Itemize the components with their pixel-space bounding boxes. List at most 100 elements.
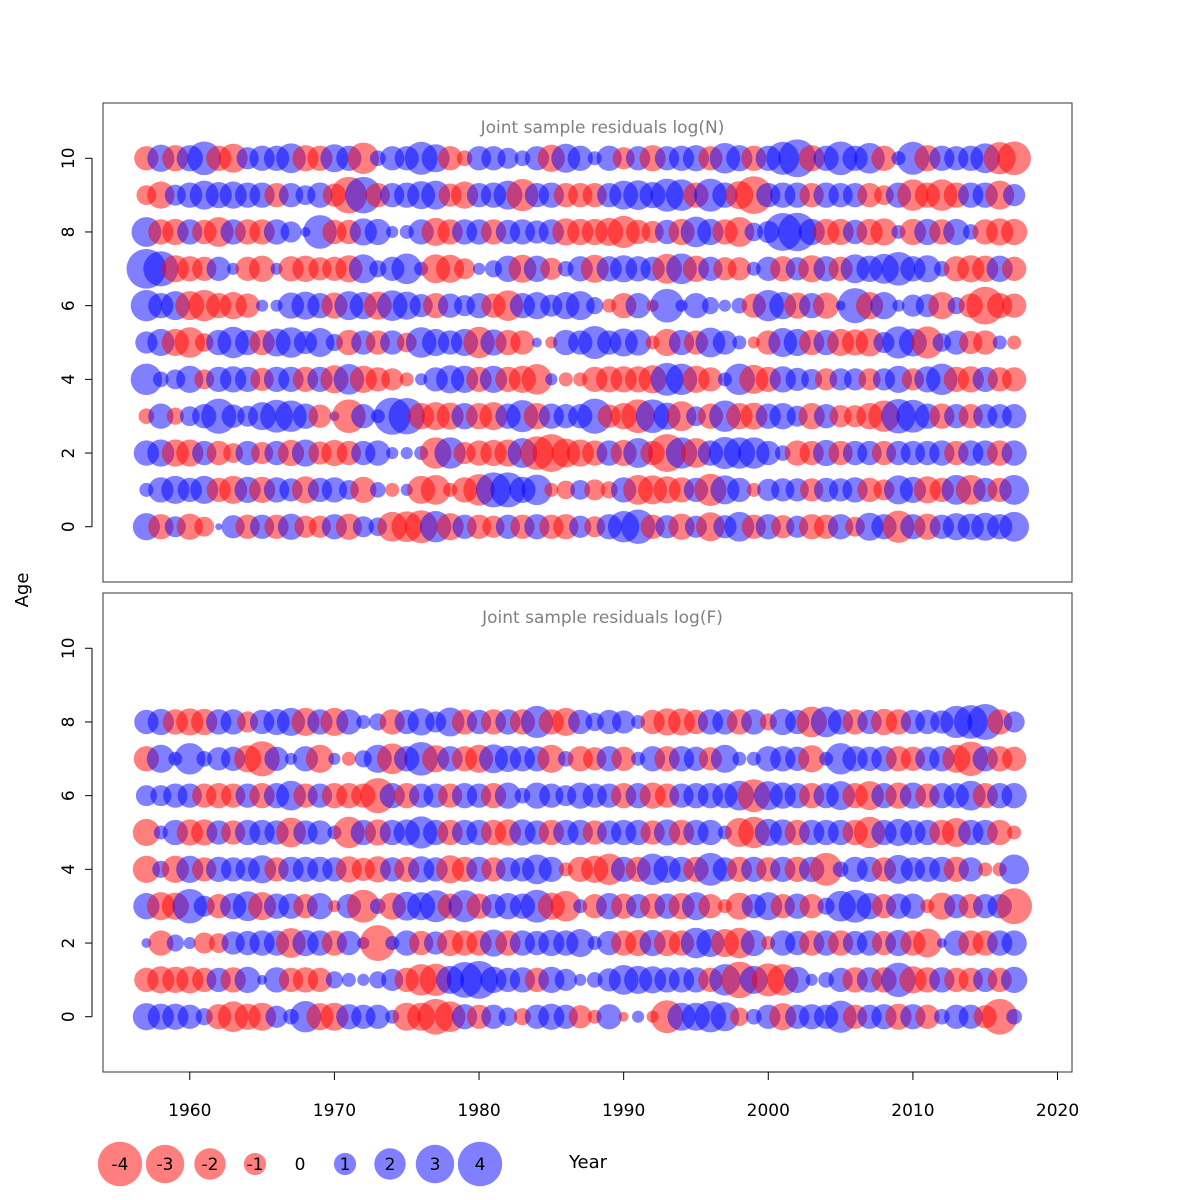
bubble-log-f-age0-1966	[265, 1005, 288, 1028]
legend-label-8: 4	[475, 1155, 486, 1175]
bubble-log-n-age0-1960	[176, 513, 203, 540]
bubble-log-n-age7-1979	[454, 258, 476, 280]
bubble-log-f-age8-1999	[741, 709, 767, 735]
bubble-log-n-age4-1996	[698, 367, 723, 392]
y-tick-label-log-n-4: 4	[59, 374, 79, 385]
bubble-log-f-age4-1985	[538, 856, 565, 883]
bubble-log-f-age0-1960	[177, 1004, 202, 1029]
legend-label-4: 0	[295, 1155, 306, 1175]
bubble-log-f-age3-1986	[550, 890, 582, 922]
bubble-log-f-age2-1960	[183, 936, 196, 950]
bubble-log-f-age1-2002	[784, 966, 811, 994]
legend: -4 -3 -2 -1 0 1 2 3 4	[97, 1141, 503, 1187]
bubble-log-f-age7-1970	[328, 752, 341, 765]
bubble-log-f-age1-1987	[574, 973, 587, 986]
bubble-log-n-age10-2008	[871, 145, 897, 171]
bubble-log-f-age7-1958	[146, 744, 175, 773]
bubble-log-n-age8-1974	[386, 225, 399, 239]
x-axis: 1960 1970 1980 1990 2000 2010 2020	[168, 1071, 1079, 1121]
panel-title-log-n: Joint sample residuals log(N)	[480, 118, 725, 138]
bubble-log-f-age7-1966	[264, 746, 289, 771]
bubble-log-n-age6-1996	[701, 297, 720, 315]
bubble-log-n-age6-1965	[256, 299, 269, 312]
legend-label-3: -1	[247, 1155, 264, 1175]
bubble-log-f-age7-2017	[1001, 746, 1027, 771]
bubble-log-n-age7-1962	[206, 256, 231, 281]
y-axis-title: Age	[12, 573, 33, 608]
bubble-log-f-age4-2004	[809, 852, 843, 886]
bubble-log-n-age3-1994	[666, 401, 697, 432]
bubble-log-f-age4-1957	[132, 855, 160, 883]
legend-label-2: -2	[202, 1155, 219, 1175]
bubble-log-f-age0-1973	[365, 1004, 390, 1029]
bubble-log-n-age6-2008	[870, 292, 898, 320]
bubble-log-n-age1-1977	[420, 474, 451, 505]
bubble-log-f-age2-1959	[166, 934, 184, 952]
bubble-log-f-age2-1987	[566, 929, 595, 958]
bubble-log-n-age1-1972	[350, 476, 377, 504]
bubble-log-n-age4-1957	[130, 363, 163, 396]
bubble-log-n-age4-1974	[381, 368, 404, 391]
bubble-log-n-age3-1958	[148, 403, 174, 429]
bubble-log-n-age6-1988	[586, 297, 604, 315]
bubble-log-n-age0-1972	[352, 516, 374, 538]
legend-label-1: -3	[157, 1155, 174, 1175]
bubble-log-f-age0-1989	[596, 1004, 622, 1030]
bubble-log-f-age5-2016	[987, 819, 1013, 846]
bubble-log-n-age2-1962	[206, 440, 231, 466]
bubble-log-f-age7-1985	[537, 744, 566, 773]
bubble-log-f-age7-1998	[732, 751, 747, 766]
bubble-log-f-age8-1990	[612, 710, 636, 734]
x-tick-label-1960: 1960	[168, 1101, 211, 1121]
bubble-log-f-age1-1971	[341, 972, 356, 987]
bubble-log-f-age0-2011	[915, 1004, 940, 1029]
bubble-log-n-age1-1986	[556, 480, 576, 500]
bubble-log-f-age0-1991	[632, 1010, 645, 1023]
y-tick-label-log-n-0: 0	[59, 521, 79, 532]
bubble-log-n-age6-1993	[650, 288, 684, 323]
bubble-log-n-age6-2012	[928, 292, 956, 320]
bubble-log-n-age5-1984	[531, 337, 542, 348]
bubble-log-n-age3-2017	[1001, 404, 1027, 429]
panel-log-n: Joint sample residuals log(N) 0 2 4 6 8 10	[59, 102, 1073, 583]
legend-bubble-2	[194, 1148, 226, 1180]
bubble-log-n-age1-1985	[544, 482, 559, 497]
bubble-log-n-age9-1967	[278, 182, 304, 208]
bubble-log-f-age7-1997	[710, 744, 739, 773]
y-tick-label-log-n-10: 10	[59, 147, 79, 169]
bubble-log-n-age0-2005	[827, 514, 854, 540]
legend-bubble-6	[374, 1148, 406, 1180]
bubble-log-f-age1-1964	[234, 966, 261, 994]
bubble-log-f-age2-2017	[1001, 930, 1027, 956]
bubble-log-f-age1-1970	[325, 971, 343, 989]
bubble-log-n-age10-1982	[497, 147, 519, 169]
y-tick-label-log-f-2: 2	[59, 938, 79, 949]
bubble-log-n-age8-2013	[943, 218, 970, 246]
bubble-log-n-age8-1973	[364, 218, 391, 246]
bubble-log-n-age2-2017	[1001, 440, 1027, 466]
bubble-log-n-age7-2011	[913, 255, 941, 283]
legend-label-0: -4	[112, 1155, 129, 1175]
y-tick-label-log-f-10: 10	[59, 637, 79, 659]
bubble-log-n-age1-1999	[746, 482, 761, 497]
bubble-log-n-age5-2017	[1007, 335, 1022, 350]
bubble-log-f-age7-2003	[798, 745, 826, 773]
y-tick-label-log-n-8: 8	[59, 227, 79, 238]
bubble-log-n-age3-1969	[308, 404, 332, 428]
bubble-log-n-age1-1987	[570, 479, 591, 500]
bubble-log-n-age4-1984	[521, 364, 553, 395]
y-tick-label-log-f-4: 4	[59, 864, 79, 875]
bubble-log-f-age0-1990	[618, 1011, 629, 1022]
bubble-log-f-age2-1958	[148, 930, 174, 956]
bubble-log-f-age1-2003	[805, 973, 818, 986]
legend-bubble-3	[243, 1152, 267, 1176]
bubble-log-n-age1-1970	[321, 477, 348, 503]
bubble-log-f-age7-1969	[305, 744, 334, 773]
x-tick-label-1990: 1990	[602, 1101, 645, 1121]
bubble-log-n-age1-1998	[727, 477, 752, 503]
panel-log-f: Joint sample residuals log(F) 0 2 4 6 8 10	[59, 592, 1073, 1073]
y-tick-label-log-f-6: 6	[59, 790, 79, 801]
bubble-log-n-age3-1959	[166, 407, 184, 425]
legend-label-6: 2	[385, 1155, 396, 1175]
